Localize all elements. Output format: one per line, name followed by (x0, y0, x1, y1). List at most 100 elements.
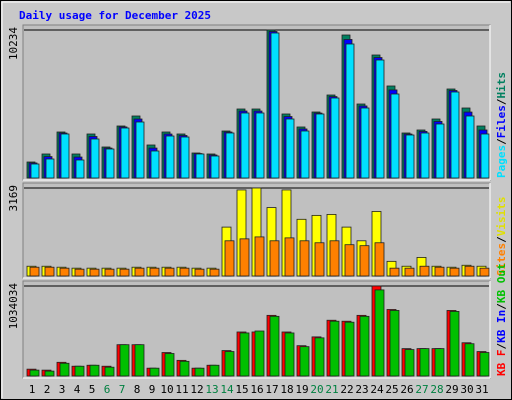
bar (225, 132, 235, 179)
legend-entry: Pages (495, 145, 508, 178)
legend-separator: / (495, 138, 508, 145)
bar (479, 352, 490, 377)
bar (60, 133, 70, 179)
bar (135, 121, 145, 179)
bar (165, 135, 175, 179)
bar (300, 130, 310, 179)
bar (254, 236, 265, 277)
bar (269, 240, 280, 277)
x-tick-label: 5 (89, 383, 96, 396)
x-tick-label: 17 (265, 383, 278, 396)
x-tick-label: 4 (74, 383, 81, 396)
bar (345, 43, 355, 179)
legend-separator: / (495, 343, 508, 350)
bar (224, 351, 235, 377)
legend: KB F/KB In/KB Out (495, 263, 508, 376)
bar (284, 237, 295, 277)
bar (270, 32, 280, 179)
bar (464, 343, 475, 377)
bar (390, 93, 400, 179)
bar (29, 266, 40, 277)
bar (195, 153, 205, 179)
bar (479, 267, 490, 277)
bar (389, 310, 400, 377)
x-tick-label: 6 (104, 383, 111, 396)
bar (464, 265, 475, 277)
x-tick-label: 15 (235, 383, 248, 396)
x-tick-label: 19 (295, 383, 308, 396)
bar (90, 138, 100, 179)
legend-entry: Hits (495, 72, 508, 99)
bar (224, 240, 235, 277)
bar (194, 268, 205, 277)
bar (44, 370, 55, 377)
x-tick-label: 1 (29, 383, 36, 396)
x-tick-label: 20 (310, 383, 323, 396)
bar (404, 349, 415, 377)
legend-entry: Sites (495, 243, 508, 276)
bar (240, 112, 250, 179)
bar (314, 337, 325, 377)
bar (315, 113, 325, 179)
bar (480, 133, 490, 179)
bar (359, 245, 370, 277)
bar (74, 268, 85, 277)
x-tick-label: 22 (340, 383, 353, 396)
bar (465, 115, 475, 179)
x-tick-label: 3 (59, 383, 66, 396)
bar (389, 267, 400, 277)
bar (74, 365, 85, 377)
x-tick-label: 13 (205, 383, 218, 396)
y-tick-label: 1034034 (7, 283, 20, 330)
bar (105, 148, 115, 179)
bar (450, 91, 460, 179)
bar (164, 353, 175, 377)
bar (210, 155, 220, 179)
bar (150, 150, 160, 179)
bar (194, 367, 205, 377)
bar (405, 134, 415, 179)
bar (374, 289, 385, 377)
legend: Sites/Visits (495, 197, 508, 277)
bar (164, 267, 175, 277)
bar (119, 344, 130, 377)
bar (299, 240, 310, 277)
x-tick-label: 8 (134, 383, 141, 396)
x-tick-label: 23 (355, 383, 368, 396)
legend-entry: KB F (495, 350, 508, 377)
x-tick-label: 7 (119, 383, 126, 396)
x-tick-label: 29 (445, 383, 458, 396)
bar (344, 244, 355, 277)
legend-entry: Files (495, 105, 508, 138)
bar (434, 266, 445, 277)
x-tick-label: 11 (175, 383, 188, 396)
bar (45, 158, 55, 179)
bar (239, 238, 250, 277)
legend-separator: / (495, 98, 508, 105)
chart-title: Daily usage for December 2025 (19, 9, 211, 22)
legend-entry: KB Out (495, 263, 508, 303)
bar (329, 320, 340, 377)
bar (284, 332, 295, 377)
bar (119, 268, 130, 277)
bar (420, 132, 430, 179)
bar (104, 366, 115, 377)
legend: Pages/Files/Hits (495, 72, 508, 178)
bar (30, 163, 40, 179)
bar (59, 362, 70, 377)
bar (449, 267, 460, 277)
legend-entry: Visits (495, 197, 508, 237)
x-tick-label: 26 (400, 383, 413, 396)
bar (254, 330, 265, 377)
x-tick-label: 28 (430, 383, 443, 396)
bar (89, 364, 100, 377)
y-tick-label: 10234 (7, 27, 20, 60)
bar (59, 267, 70, 277)
x-tick-label: 27 (415, 383, 428, 396)
legend-entry: KB In (495, 310, 508, 343)
bar (209, 364, 220, 377)
bar (149, 367, 160, 377)
x-tick-label: 2 (44, 383, 51, 396)
bar (149, 267, 160, 277)
x-tick-label: 30 (460, 383, 473, 396)
